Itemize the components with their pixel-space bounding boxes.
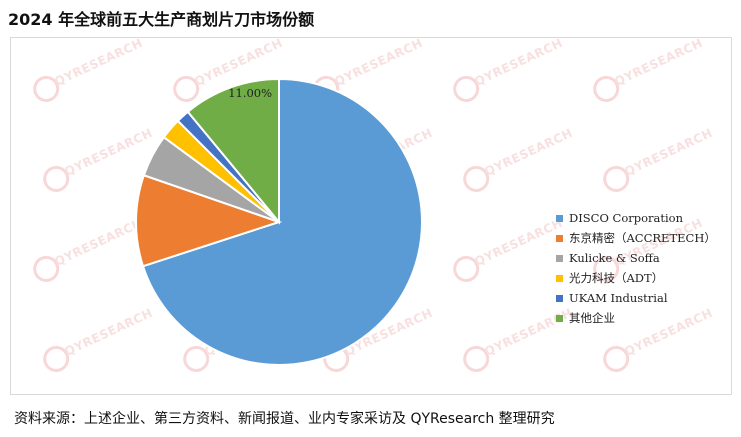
legend-label: 东京精密（ACCRETECH） [569,231,716,245]
legend-label: 其他企业 [569,311,615,325]
legend-label: Kulicke & Soffa [569,251,660,265]
chart-area: QYRESEARCH QYRESEARCH QYRESEARCH QYRESEARCH… [10,36,732,395]
data-label-0: 11.00% [228,86,272,100]
pie-chart: 11.00% [135,77,423,366]
pie-slice-1 [135,173,283,268]
pie-slice-5 [186,77,280,225]
legend-swatch [556,274,563,282]
legend-label: 光力科技（ADT） [569,271,664,285]
chart-title: 2024 年全球前五大生产商划片刀市场份额 [8,10,315,29]
legend-item-0: DISCO Corporation [556,208,716,228]
legend: DISCO Corporation 东京精密（ACCRETECH） Kulicke … [556,208,716,328]
source-note: 资料来源：上述企业、第三方资料、新闻报道、业内专家采访及 QYResearch … [14,411,555,427]
legend-swatch [556,214,563,222]
legend-item-1: 东京精密（ACCRETECH） [556,228,716,248]
legend-item-2: Kulicke & Soffa [556,248,716,268]
legend-label: UKAM Industrial [569,291,668,305]
legend-swatch [556,234,563,242]
pie-slice-0 [141,77,423,366]
legend-label: DISCO Corporation [569,211,684,225]
legend-item-4: UKAM Industrial [556,288,716,308]
legend-swatch [556,294,563,302]
legend-item-5: 其他企业 [556,308,716,328]
legend-swatch [556,314,563,322]
legend-item-3: 光力科技（ADT） [556,268,716,288]
legend-swatch [556,254,563,262]
